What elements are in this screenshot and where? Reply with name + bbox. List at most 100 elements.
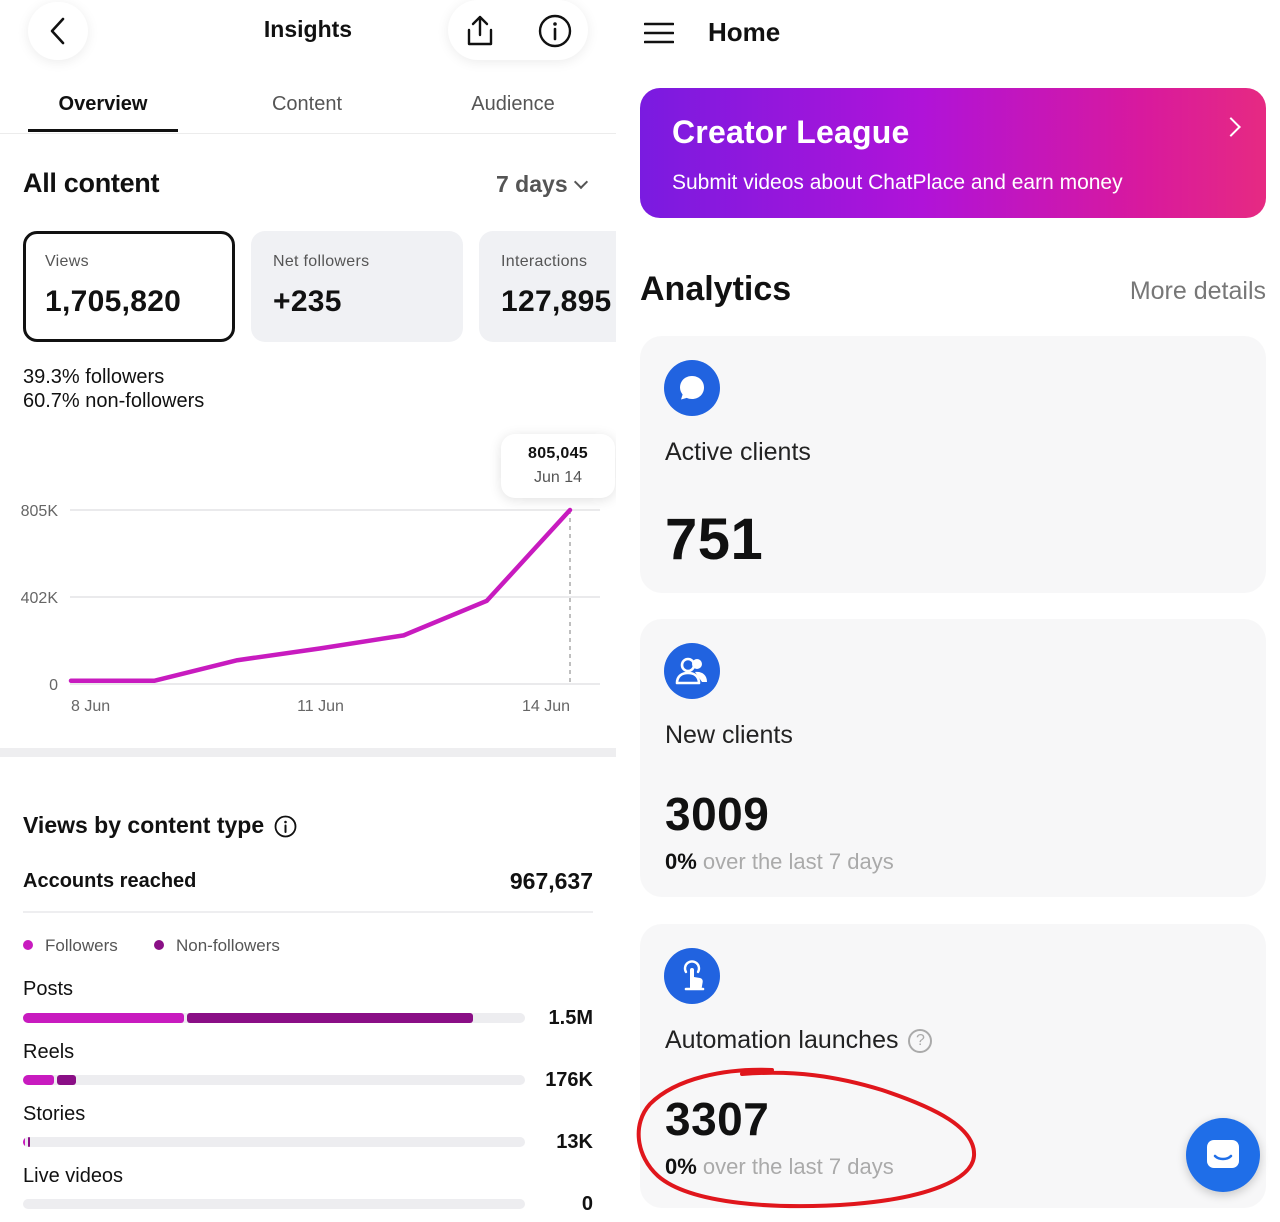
page-title: Insights [263, 16, 353, 42]
content-type-bar [23, 1013, 525, 1023]
legend-dot [23, 940, 33, 950]
content-type-label: Live videos [23, 1165, 124, 1187]
banner-subtitle: Submit videos about ChatPlace and earn m… [672, 171, 1123, 194]
legend-dot [154, 940, 164, 950]
analytics-card-new-clients[interactable]: New clients 3009 0% over the last 7 days [640, 619, 1266, 897]
hamburger-menu-icon[interactable] [644, 20, 674, 46]
content-type-label: Stories [23, 1103, 86, 1125]
page-title: Home [708, 17, 781, 47]
bar-segment-nonfollowers [57, 1075, 77, 1085]
users-icon [664, 643, 720, 699]
tab-bar: Overview Content Audience [0, 80, 616, 134]
chat-support-button[interactable] [1186, 1118, 1260, 1192]
card-value: 751 [665, 507, 764, 572]
legend-nonfollowers: Non-followers [154, 936, 280, 956]
red-circle-annotation [636, 1067, 977, 1209]
tap-icon [664, 948, 720, 1004]
range-dropdown[interactable]: 7 days [496, 171, 588, 198]
header-actions [448, 0, 588, 60]
views-by-type-title: Views by content type [23, 812, 265, 838]
bar-segment-nonfollowers [27, 1137, 30, 1147]
x-tick-label: 11 Jun [297, 698, 344, 715]
content-type-bar [23, 1199, 525, 1209]
bar-segment-followers [23, 1075, 55, 1085]
legend-followers: Followers [23, 936, 118, 956]
series-line [68, 507, 573, 684]
tab-content[interactable]: Content [271, 93, 343, 115]
audience-split: 39.3% followers 60.7% non-followers [23, 365, 204, 413]
analytics-card-active-clients[interactable]: Active clients 751 [640, 336, 1266, 593]
tab-audience[interactable]: Audience [471, 93, 555, 115]
content-type-bar [23, 1075, 525, 1085]
home-panel: Home Creator League Submit videos about … [616, 0, 1280, 1222]
more-details-link[interactable]: More details [1129, 277, 1266, 305]
followers-pct: 39.3% [23, 366, 80, 388]
stat-value: 127,895 [501, 285, 612, 318]
section-divider [0, 748, 616, 757]
card-label: Automation launches? [665, 1026, 933, 1056]
views-line-chart: 0 402K 805K 8 Jun 11 Jun 14 Jun [21, 503, 600, 715]
content-type-label: Reels [23, 1041, 75, 1063]
info-icon[interactable] [274, 815, 297, 838]
range-label: 7 days [496, 171, 568, 197]
nonfollowers-pct-label: non-followers [85, 390, 205, 412]
bar-segment-followers [23, 1137, 25, 1147]
creator-league-banner[interactable]: Creator League Submit videos about ChatP… [640, 88, 1266, 218]
banner-title: Creator League [672, 114, 910, 150]
help-icon[interactable]: ? [908, 1029, 933, 1053]
card-change-pct: 0% [665, 849, 697, 874]
stat-card-views[interactable]: Views 1,705,820 [23, 231, 235, 342]
content-type-value: 13K [556, 1131, 593, 1153]
tooltip-date: Jun 14 [533, 469, 583, 486]
nonfollowers-pct: 60.7% [23, 390, 80, 412]
stat-label: Interactions [501, 253, 588, 270]
followers-pct-label: followers [85, 366, 165, 388]
card-change: 0% over the last 7 days [665, 1154, 894, 1180]
divider [23, 911, 593, 913]
card-value: 3009 [665, 788, 770, 840]
content-type-value: 1.5M [548, 1007, 593, 1029]
accounts-reached-value: 967,637 [509, 868, 593, 894]
y-tick-label: 402K [21, 590, 59, 607]
stat-label: Views [45, 253, 89, 270]
card-change-text: over the last 7 days [702, 849, 894, 874]
x-tick-label: 8 Jun [71, 698, 110, 715]
legend-label: Followers [45, 936, 118, 955]
x-tick-label: 14 Jun [522, 698, 570, 715]
chevron-left-icon [50, 17, 65, 45]
info-icon[interactable] [538, 14, 572, 48]
accounts-reached-label: Accounts reached [23, 870, 197, 892]
tab-overview[interactable]: Overview [58, 93, 148, 115]
card-change: 0% over the last 7 days [665, 849, 894, 875]
card-change-pct: 0% [665, 1154, 697, 1179]
stat-label: Net followers [273, 253, 370, 270]
y-tick-label: 805K [21, 503, 59, 520]
insights-panel: Insights Overview Content Audience All c… [0, 0, 616, 1222]
analytics-card-automation-launches[interactable]: Automation launches? 3307 0% over the la… [640, 924, 1266, 1208]
card-change-text: over the last 7 days [702, 1154, 894, 1179]
active-tab-indicator [28, 129, 178, 132]
bar-segment-followers [23, 1013, 184, 1023]
legend-label: Non-followers [176, 936, 280, 955]
section-title: All content [23, 168, 160, 198]
stat-value: 1,705,820 [45, 285, 182, 318]
card-label: Active clients [665, 438, 811, 466]
content-type-value: 0 [581, 1193, 593, 1215]
chat-bubble-icon [664, 360, 720, 416]
card-label-text: Automation launches [665, 1026, 899, 1054]
content-type-label: Posts [23, 978, 74, 1000]
tooltip-value: 805,045 [528, 445, 588, 462]
card-value: 3307 [665, 1093, 770, 1145]
stat-value: +235 [273, 285, 342, 318]
stat-card-interactions[interactable]: Interactions 127,895 [479, 231, 616, 342]
content-type-value: 176K [545, 1069, 593, 1091]
content-type-bar [23, 1137, 525, 1147]
back-button[interactable] [28, 2, 88, 60]
chart-tooltip: 805,045 Jun 14 [501, 434, 615, 498]
chevron-down-icon [573, 174, 588, 190]
bar-segment-nonfollowers [186, 1013, 473, 1023]
stat-card-net-followers[interactable]: Net followers +235 [251, 231, 463, 342]
chat-icon [1207, 1140, 1239, 1168]
y-tick-label: 0 [49, 677, 58, 694]
share-icon[interactable] [464, 14, 496, 48]
